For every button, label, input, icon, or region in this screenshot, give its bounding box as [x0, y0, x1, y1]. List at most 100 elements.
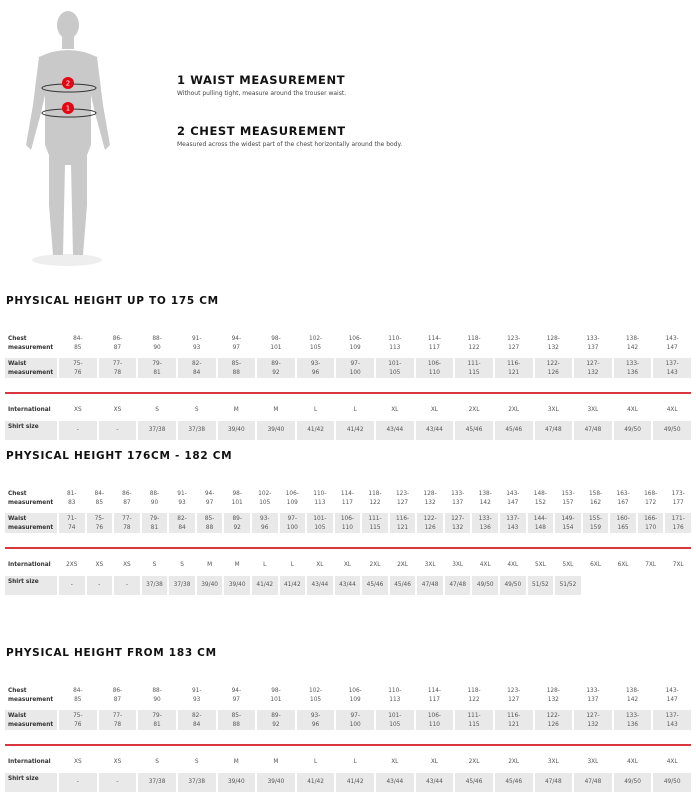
- chest-cell: 143- 147: [506, 491, 520, 506]
- chest-cell: 133- 137: [451, 491, 465, 506]
- waist-cell: 85- 88: [196, 513, 223, 533]
- international-cell: M: [233, 759, 239, 765]
- body-figure-illustration: 2 1: [26, 11, 110, 266]
- waist-cell: 82- 84: [169, 513, 195, 533]
- chest-cell: 143- 147: [665, 688, 679, 703]
- shirt-cell: 45/46: [494, 421, 533, 440]
- international-cell: 6XL: [617, 562, 629, 568]
- international-cell: XS: [73, 407, 82, 413]
- international-cell: L: [263, 562, 267, 568]
- waist-cell: 77- 78: [98, 358, 137, 378]
- chest-cell: 133- 137: [586, 688, 600, 703]
- waist-cell: 122- 126: [534, 358, 573, 378]
- chest-cell: 98- 101: [231, 491, 243, 506]
- chest-cell: 86- 87: [112, 688, 123, 703]
- waist-row: Waist measurement 75- 76 77- 78 79- 81 82- 8…: [5, 710, 691, 730]
- waist-cell: 127- 132: [574, 358, 612, 378]
- international-cell: 2XL: [397, 562, 408, 568]
- chest-cell: 114- 117: [427, 688, 442, 703]
- shirt-cell: 45/46: [494, 773, 533, 792]
- shirt-cell: 49/50: [653, 773, 691, 792]
- waist-cell: 111- 115: [455, 710, 493, 730]
- international-cell: 5XL: [562, 562, 574, 568]
- marker-chest-icon: [62, 77, 74, 89]
- international-cell: 3XL: [547, 759, 559, 765]
- waist-cell: 93- 96: [296, 358, 335, 378]
- divider-line: [5, 547, 691, 549]
- international-row: International 2XS XS XS S S M M L L XL XL 2XL 2XL 3XL 3…: [5, 560, 691, 572]
- waist-cell: 133- 136: [472, 513, 499, 533]
- waist-cell: 122- 126: [534, 710, 573, 730]
- chest-row: Chest measurement 84- 85 86- 87 88- 90 91- 9…: [5, 685, 691, 705]
- international-cell: XS: [73, 759, 82, 765]
- size-table-from-183: PHYSICAL HEIGHT FROM 183 CM Chest measure…: [0, 647, 696, 792]
- international-cell: M: [207, 562, 213, 568]
- chest-cell: 91- 93: [177, 491, 187, 506]
- shirt-cell: 47/48: [417, 576, 443, 595]
- shirt-cell: 45/46: [389, 576, 416, 595]
- international-cell: S: [194, 407, 199, 413]
- shirt-cell: 43/44: [307, 576, 333, 595]
- chest-cell: 106- 109: [348, 688, 362, 703]
- international-cell: 3XL: [587, 407, 599, 413]
- international-cell: XL: [316, 562, 324, 568]
- waist-measurement-text: Without pulling tight, measure around th…: [177, 90, 347, 97]
- waist-cell: 89- 92: [257, 358, 295, 378]
- table-title: PHYSICAL HEIGHT FROM 183 CM: [6, 647, 217, 659]
- shirt-cell: [638, 576, 664, 595]
- chest-cell: 88- 90: [149, 491, 160, 506]
- waist-cell: 77- 78: [114, 513, 140, 533]
- waist-cell: 116- 121: [389, 513, 416, 533]
- international-cell: 4XL: [507, 562, 519, 568]
- shirt-cell: [665, 576, 691, 595]
- shirt-cell: -: [114, 576, 140, 595]
- shirt-cell: 41/42: [336, 421, 374, 440]
- chest-cell: 123- 127: [507, 336, 521, 351]
- international-cell: M: [234, 562, 240, 568]
- international-cell: 4XL: [627, 759, 638, 765]
- waist-cell: 79- 81: [138, 358, 176, 378]
- marker-waist-number: 1: [66, 105, 70, 113]
- chest-cell: 138- 142: [478, 491, 492, 506]
- international-cell: 4XL: [666, 407, 678, 413]
- chest-cell: 153- 157: [561, 491, 575, 506]
- shirt-cell: -: [59, 576, 85, 595]
- waist-cell: 127- 132: [574, 710, 612, 730]
- waist-cell: 166- 170: [637, 513, 664, 533]
- waist-row-label: Waist measurement: [5, 710, 57, 730]
- international-row: International XS XS S S M M L L XL XL 2XL 2XL 3XL 3XL 4…: [5, 405, 691, 417]
- shirt-cell: 41/42: [296, 773, 335, 792]
- shirt-row: Shirt size - -37/38 37/38 39/40 39/40 41/42 41/…: [5, 773, 691, 792]
- waist-cell: 106- 110: [334, 513, 361, 533]
- international-cell: XL: [343, 562, 352, 568]
- chest-measurement-title: 2 CHEST MEASUREMENT: [177, 124, 346, 138]
- shirt-cell: 47/48: [534, 421, 573, 440]
- shirt-cell: -: [86, 576, 113, 595]
- international-cell: 2XL: [508, 759, 520, 765]
- waist-cell: 137- 143: [653, 710, 691, 730]
- international-row: International XS XS S S M M L L XL XL 2XL 2XL 3XL 3XL 4…: [5, 757, 691, 769]
- chest-cell: 102- 105: [308, 336, 323, 351]
- chest-cell: 158- 162: [588, 491, 603, 506]
- chest-cell: 106- 109: [348, 336, 362, 351]
- chest-cell: 102- 105: [308, 688, 323, 703]
- waist-cell: 97- 100: [336, 710, 374, 730]
- waist-cell: 101- 105: [307, 513, 333, 533]
- marker-chest-number: 2: [66, 80, 70, 88]
- chest-cell: 114- 117: [340, 491, 354, 506]
- shirt-cell: 49/50: [472, 576, 499, 595]
- chest-cell: 98- 101: [270, 688, 282, 703]
- chest-row-label: Chest measurement: [8, 688, 54, 703]
- international-cell: 4XL: [627, 407, 638, 413]
- chest-cell: 118- 122: [467, 688, 481, 703]
- shirt-cell: 41/42: [336, 773, 374, 792]
- international-cell: S: [194, 759, 199, 765]
- chest-measurement-info: 2 CHEST MEASUREMENT Measured across the …: [177, 124, 402, 148]
- waist-cell: 116- 121: [494, 710, 533, 730]
- shirt-cell: 39/40: [257, 421, 295, 440]
- waist-cell: 101- 105: [376, 358, 414, 378]
- international-cell: L: [313, 759, 318, 765]
- waist-cell: 111- 115: [455, 358, 493, 378]
- international-cell: M: [233, 407, 239, 413]
